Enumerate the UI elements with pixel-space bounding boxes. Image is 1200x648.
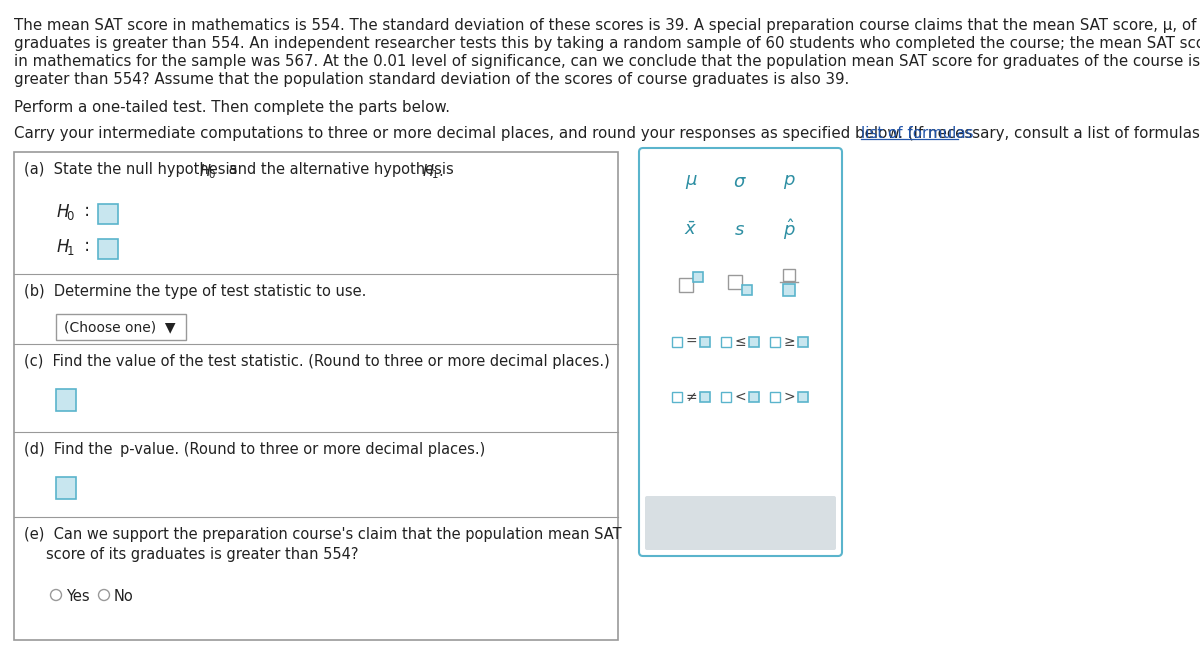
Polygon shape <box>770 392 780 402</box>
Polygon shape <box>728 275 742 289</box>
Polygon shape <box>98 204 118 224</box>
Text: (d)  Find the  p-value. (Round to three or more decimal places.): (d) Find the p-value. (Round to three or… <box>24 442 485 457</box>
Text: (a)  State the null hypothesis: (a) State the null hypothesis <box>24 162 242 177</box>
Text: ≤: ≤ <box>734 335 746 349</box>
Polygon shape <box>770 337 780 347</box>
Polygon shape <box>14 152 618 640</box>
Text: $\mu$: $\mu$ <box>684 173 697 191</box>
Text: ≠: ≠ <box>685 390 697 404</box>
Text: :: : <box>79 202 95 220</box>
Text: greater than 554? Assume that the population standard deviation of the scores of: greater than 554? Assume that the popula… <box>14 72 850 87</box>
Text: The mean SAT score in mathematics is 554. The standard deviation of these scores: The mean SAT score in mathematics is 554… <box>14 18 1200 33</box>
Text: $p$: $p$ <box>782 173 796 191</box>
Polygon shape <box>700 337 710 347</box>
Polygon shape <box>694 272 703 282</box>
Text: Carry your intermediate computations to three or more decimal places, and round : Carry your intermediate computations to … <box>14 126 1200 141</box>
Polygon shape <box>721 392 731 402</box>
Text: ≥: ≥ <box>784 335 794 349</box>
Polygon shape <box>679 278 694 292</box>
Text: (Choose one)  ▼: (Choose one) ▼ <box>64 320 175 334</box>
Text: (c)  Find the value of the test statistic. (Round to three or more decimal place: (c) Find the value of the test statistic… <box>24 354 610 369</box>
Polygon shape <box>98 239 118 259</box>
Polygon shape <box>749 337 760 347</box>
Polygon shape <box>56 477 76 499</box>
Polygon shape <box>672 337 682 347</box>
Polygon shape <box>784 284 796 296</box>
Text: $H_{\!0}$: $H_{\!0}$ <box>56 202 76 222</box>
Text: ?: ? <box>784 515 794 533</box>
Text: list of formulas: list of formulas <box>862 126 973 141</box>
Text: graduates is greater than 554. An independent researcher tests this by taking a : graduates is greater than 554. An indepe… <box>14 36 1200 51</box>
Text: score of its graduates is greater than 554?: score of its graduates is greater than 5… <box>46 547 359 562</box>
Text: in mathematics for the sample was 567. At the 0.01 level of significance, can we: in mathematics for the sample was 567. A… <box>14 54 1200 69</box>
Text: $H_{\!1}$.: $H_{\!1}$. <box>422 162 444 181</box>
Text: <: < <box>734 390 746 404</box>
Polygon shape <box>798 392 808 402</box>
Polygon shape <box>56 389 76 411</box>
Text: and the alternative hypothesis: and the alternative hypothesis <box>224 162 458 177</box>
Text: $\hat{p}$: $\hat{p}$ <box>782 218 796 242</box>
Text: $H_{\!1}$: $H_{\!1}$ <box>56 237 74 257</box>
Text: $s$: $s$ <box>734 221 745 239</box>
FancyBboxPatch shape <box>640 148 842 556</box>
Text: (b)  Determine the type of test statistic to use.: (b) Determine the type of test statistic… <box>24 284 366 299</box>
Polygon shape <box>784 269 796 281</box>
Circle shape <box>50 590 61 601</box>
Text: Yes: Yes <box>66 589 90 604</box>
Polygon shape <box>798 337 808 347</box>
Polygon shape <box>721 337 731 347</box>
Text: Perform a one-tailed test. Then complete the parts below.: Perform a one-tailed test. Then complete… <box>14 100 450 115</box>
Text: ↺: ↺ <box>732 515 748 533</box>
Circle shape <box>98 590 109 601</box>
Text: =: = <box>685 335 697 349</box>
Text: $H_{\!0}$: $H_{\!0}$ <box>199 162 216 181</box>
Polygon shape <box>749 392 760 402</box>
Polygon shape <box>672 392 682 402</box>
Polygon shape <box>56 314 186 340</box>
Text: :: : <box>79 237 95 255</box>
Text: $\bar{x}$: $\bar{x}$ <box>684 221 697 239</box>
Text: ×: × <box>683 515 700 533</box>
Text: $\sigma$: $\sigma$ <box>733 173 746 191</box>
FancyBboxPatch shape <box>646 496 836 550</box>
Polygon shape <box>742 285 752 295</box>
Text: >: > <box>784 390 794 404</box>
Text: No: No <box>114 589 133 604</box>
Text: (e)  Can we support the preparation course's claim that the population mean SAT: (e) Can we support the preparation cours… <box>24 527 622 542</box>
Polygon shape <box>700 392 710 402</box>
